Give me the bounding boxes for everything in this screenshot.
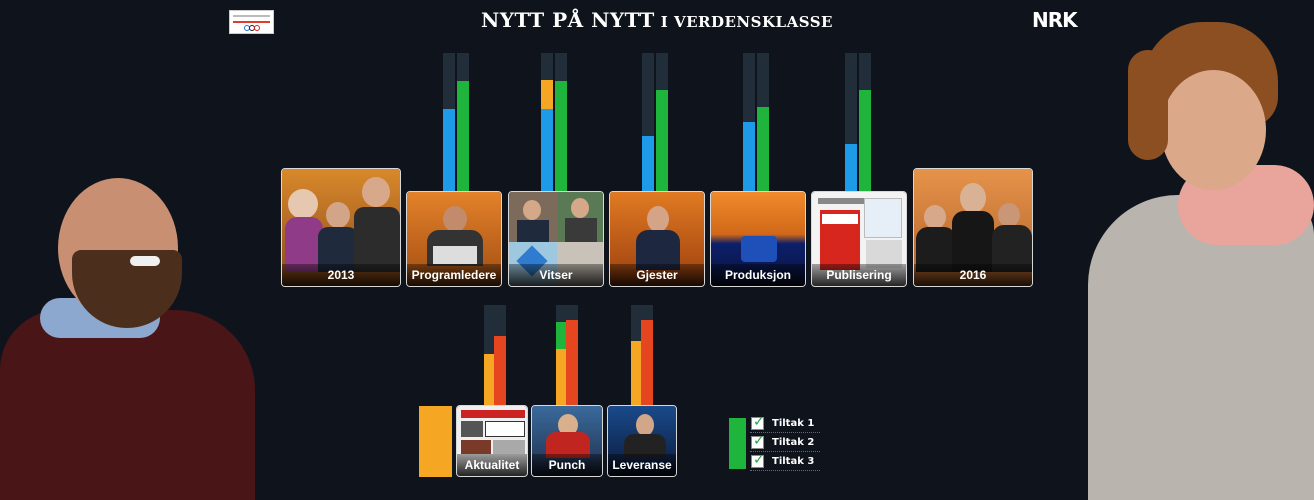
title-main: NYTT PÅ NYTT xyxy=(481,8,655,32)
bar-programledere-right xyxy=(457,53,469,191)
legend-label: Tiltak 1 xyxy=(772,417,815,429)
checkbox-icon[interactable] xyxy=(751,414,765,430)
card-aktualitet[interactable]: Aktualitet xyxy=(456,405,528,477)
card-programledere[interactable]: Programledere xyxy=(406,191,502,287)
bar-produksjon-right xyxy=(757,53,769,191)
card-leveranse[interactable]: Leveranse xyxy=(607,405,677,477)
card-label: Produksjon xyxy=(711,264,805,286)
legend-item-tiltak-3[interactable]: Tiltak 3 xyxy=(750,452,820,471)
card-produksjon[interactable]: Produksjon xyxy=(710,191,806,287)
green-indicator-block xyxy=(729,418,746,469)
card-publisering[interactable]: Publisering xyxy=(811,191,907,287)
legend-label: Tiltak 3 xyxy=(772,455,815,467)
bar-vitser-left xyxy=(541,53,553,191)
card-label: 2016 xyxy=(914,264,1032,286)
bar-gjester-right xyxy=(656,53,668,191)
bar-aktualitet-left xyxy=(484,305,496,406)
bar-aktualitet-right xyxy=(494,305,506,406)
orange-indicator-block xyxy=(419,406,452,477)
bar-leveranse-left xyxy=(631,305,643,406)
card-gjester[interactable]: Gjester xyxy=(609,191,705,287)
card-label: Punch xyxy=(532,454,602,476)
olympic-toppen-logo xyxy=(229,10,274,34)
card-label: 2013 xyxy=(282,264,400,286)
person-right-photo xyxy=(1088,20,1314,500)
bar-leveranse-right xyxy=(641,305,653,406)
checkbox-icon[interactable] xyxy=(751,433,765,449)
bar-punch-left xyxy=(556,305,568,406)
nrk-logo: NRK xyxy=(1032,8,1078,32)
bar-gjester-left xyxy=(642,53,654,191)
bar-programledere-left xyxy=(443,53,455,191)
bar-publisering-left xyxy=(845,53,857,191)
card-2016[interactable]: 2016 xyxy=(913,168,1033,287)
person-left-photo xyxy=(0,170,255,500)
card-2013[interactable]: 2013 xyxy=(281,168,401,287)
card-label: Aktualitet xyxy=(457,454,527,476)
card-label: Leveranse xyxy=(608,454,676,476)
legend-item-tiltak-1[interactable]: Tiltak 1 xyxy=(750,414,820,433)
title-sub: I VERDENSKLASSE xyxy=(660,13,833,31)
legend-label: Tiltak 2 xyxy=(772,436,815,448)
card-label: Programledere xyxy=(407,264,501,286)
card-label: Publisering xyxy=(812,264,906,286)
bar-publisering-right xyxy=(859,53,871,191)
bar-vitser-right xyxy=(555,53,567,191)
legend: Tiltak 1 Tiltak 2 Tiltak 3 xyxy=(750,414,820,471)
checkbox-icon[interactable] xyxy=(751,452,765,468)
bar-produksjon-left xyxy=(743,53,755,191)
card-punch[interactable]: Punch xyxy=(531,405,603,477)
card-label: Vitser xyxy=(509,264,603,286)
page-title: NYTT PÅ NYTT I VERDENSKLASSE xyxy=(0,8,1314,32)
card-vitser[interactable]: Vitser xyxy=(508,191,604,287)
card-label: Gjester xyxy=(610,264,704,286)
legend-item-tiltak-2[interactable]: Tiltak 2 xyxy=(750,433,820,452)
bar-punch-right xyxy=(566,305,578,406)
